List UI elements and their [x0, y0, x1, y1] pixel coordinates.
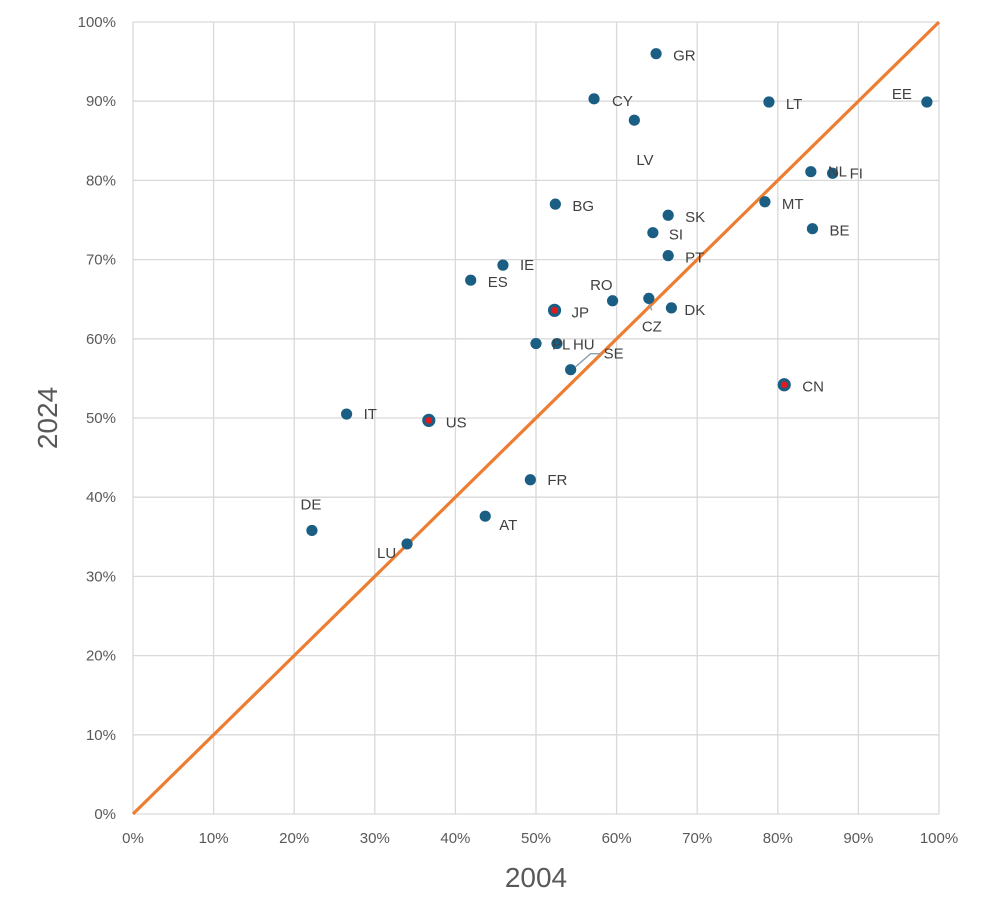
point-es	[465, 275, 476, 286]
label-hu: HU	[573, 337, 595, 354]
y-tick-label: 60%	[86, 331, 116, 348]
y-tick-label: 80%	[86, 172, 116, 189]
point-lt	[763, 96, 774, 107]
label-bg: BG	[572, 198, 594, 215]
label-ro: RO	[590, 277, 613, 294]
point-ie	[497, 260, 508, 271]
x-tick-label: 80%	[763, 830, 793, 847]
tick-labels: 0% 10% 20% 30% 40% 50% 60% 70% 80% 90% 100% 0% 10% 20…	[78, 14, 959, 847]
label-ie: IE	[520, 257, 534, 274]
x-tick-label: 50%	[521, 830, 551, 847]
x-tick-label: 60%	[602, 830, 632, 847]
y-tick-label: 100%	[78, 14, 116, 31]
x-tick-label: 10%	[199, 830, 229, 847]
x-axis-title: 2004	[505, 862, 567, 893]
label-be: BE	[829, 223, 849, 240]
point-de	[306, 525, 317, 536]
point-se	[565, 364, 576, 375]
y-axis-title: 2024	[32, 387, 63, 449]
label-lv: LV	[636, 152, 653, 169]
y-tick-label: 40%	[86, 489, 116, 506]
label-at: AT	[499, 517, 517, 534]
point-ro	[607, 295, 618, 306]
y-tick-label: 0%	[94, 806, 116, 823]
label-cy: CY	[612, 93, 633, 110]
point-pt	[663, 250, 674, 261]
label-gr: GR	[673, 48, 696, 65]
label-dk: DK	[684, 302, 705, 319]
label-nl: NL	[828, 164, 847, 181]
label-pt: PT	[685, 250, 704, 267]
label-cn: CN	[802, 379, 824, 396]
x-tick-label: 0%	[122, 830, 144, 847]
x-tick-label: 30%	[360, 830, 390, 847]
label-lu: LU	[377, 545, 396, 562]
point-pl	[530, 338, 541, 349]
label-cz: CZ	[642, 318, 662, 335]
point-be	[807, 223, 818, 234]
label-mt: MT	[782, 196, 804, 213]
x-tick-label: 100%	[920, 830, 958, 847]
label-se: SE	[604, 346, 624, 363]
y-tick-label: 50%	[86, 410, 116, 427]
point-highlight-cn	[781, 381, 788, 388]
x-tick-label: 90%	[843, 830, 873, 847]
label-si: SI	[669, 227, 683, 244]
point-lv	[629, 115, 640, 126]
label-sk: SK	[685, 209, 705, 226]
point-mt	[759, 196, 770, 207]
point-cz	[643, 293, 654, 304]
label-de: DE	[301, 496, 322, 513]
point-si	[647, 227, 658, 238]
label-it: IT	[364, 406, 377, 423]
data-points	[306, 48, 932, 549]
point-fr	[525, 474, 536, 485]
point-highlight-jp	[551, 307, 558, 314]
label-es: ES	[488, 274, 508, 291]
label-fi: FI	[850, 165, 863, 182]
x-tick-label: 20%	[279, 830, 309, 847]
y-tick-label: 70%	[86, 252, 116, 269]
label-pl: PL	[552, 337, 570, 354]
label-ee: EE	[892, 86, 912, 103]
point-cy	[588, 93, 599, 104]
y-tick-label: 20%	[86, 648, 116, 665]
label-us: US	[446, 414, 467, 431]
point-sk	[663, 210, 674, 221]
point-lu	[401, 538, 412, 549]
label-lt: LT	[786, 96, 802, 113]
point-highlight-us	[425, 417, 432, 424]
point-bg	[550, 199, 561, 210]
scatter-chart: 0% 10% 20% 30% 40% 50% 60% 70% 80% 90% 100% 0% 10% 20…	[0, 0, 983, 922]
x-tick-label: 40%	[440, 830, 470, 847]
point-gr	[650, 48, 661, 59]
point-ee	[921, 96, 932, 107]
y-tick-label: 30%	[86, 568, 116, 585]
point-nl	[805, 166, 816, 177]
label-jp: JP	[572, 304, 590, 321]
point-dk	[666, 302, 677, 313]
label-fr: FR	[547, 472, 567, 489]
y-tick-label: 90%	[86, 93, 116, 110]
point-it	[341, 408, 352, 419]
point-at	[480, 511, 491, 522]
y-tick-label: 10%	[86, 727, 116, 744]
x-tick-label: 70%	[682, 830, 712, 847]
